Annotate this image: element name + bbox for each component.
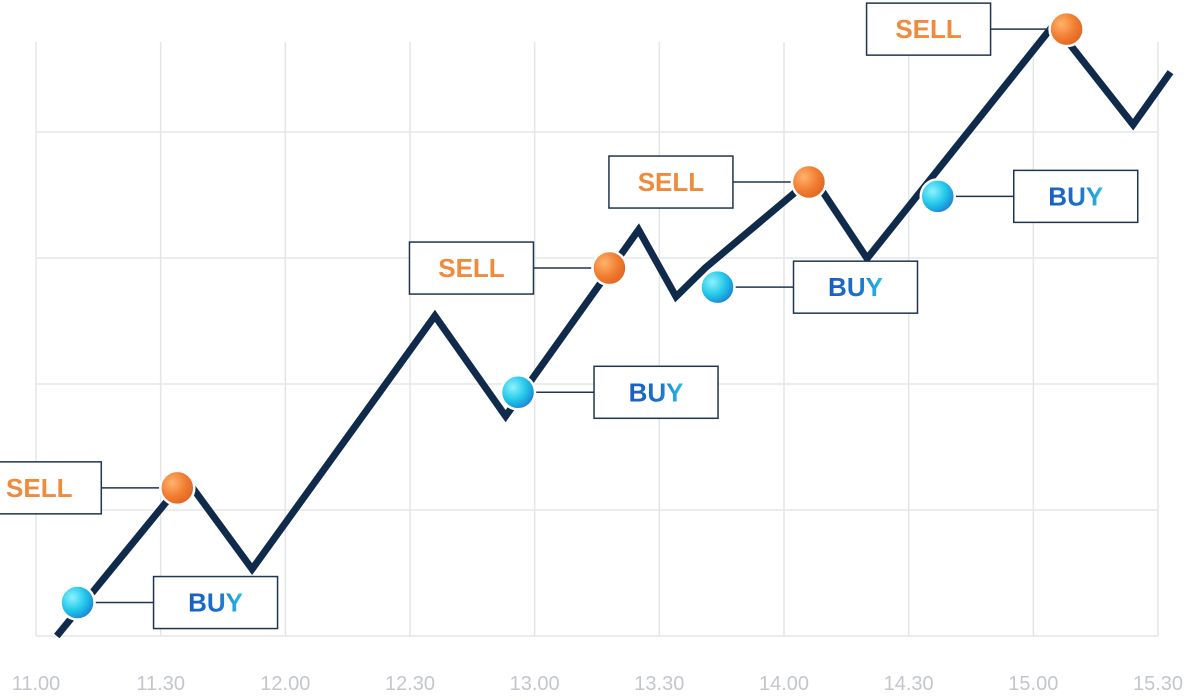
buy-marker [919, 178, 957, 215]
sell-signal: SELL [408, 241, 628, 295]
price-series [54, 18, 1174, 639]
buy-label: BUY [828, 272, 883, 302]
buy-signal: BUY [59, 575, 279, 630]
price-line [54, 18, 1174, 639]
sell-label-box [0, 461, 103, 515]
grid [35, 42, 1159, 637]
x-tick-label: 14.00 [759, 673, 809, 695]
sell-signal: SELL [0, 461, 196, 515]
sell-marker [790, 163, 828, 201]
buy-label: BUY [188, 588, 243, 618]
buy-marker [499, 374, 537, 411]
buy-marker [59, 584, 96, 621]
buy-marker [699, 268, 736, 306]
buy-label: BUY [629, 377, 684, 407]
buy-label: BUY [1048, 181, 1103, 211]
sell-label-box [608, 155, 734, 209]
x-tick-label: 13.30 [634, 673, 684, 695]
sell-marker [591, 249, 628, 287]
sell-label: SELL [438, 253, 505, 283]
buy-label-box [152, 575, 279, 630]
sell-signal: SELL [608, 155, 828, 209]
buy-signal: BUY [699, 260, 919, 314]
buy-signal: BUY [919, 169, 1139, 224]
sell-label-box [865, 2, 992, 56]
buy-label-box [792, 260, 919, 314]
x-tick-label: 11.30 [136, 673, 185, 695]
x-tick-label: 12.30 [385, 673, 435, 695]
sell-label: SELL [6, 473, 73, 503]
buy-label-box [1013, 169, 1139, 224]
sell-label: SELL [895, 14, 962, 44]
sell-label-box [408, 241, 535, 295]
x-tick-label: 14.30 [884, 673, 934, 695]
x-axis-ticks: 11.00 11.30 12.00 12.30 13.00 13.30 14.00 14.30… [12, 673, 1183, 695]
buy-signal: BUY [499, 365, 719, 420]
x-tick-label: 11.00 [12, 673, 61, 695]
x-tick-label: 13.00 [510, 673, 560, 695]
x-tick-label: 12.00 [260, 673, 310, 695]
x-tick-label: 15.30 [1133, 673, 1183, 695]
sell-marker [1048, 10, 1085, 48]
buy-label-box [593, 365, 719, 420]
x-tick-label: 15.00 [1008, 673, 1058, 695]
sell-label: SELL [638, 167, 705, 197]
sell-signal: SELL [865, 2, 1085, 56]
sell-marker [159, 469, 196, 507]
signals: BUY SELL BUY SELL BUY SELL BUY SELL [0, 2, 1139, 630]
